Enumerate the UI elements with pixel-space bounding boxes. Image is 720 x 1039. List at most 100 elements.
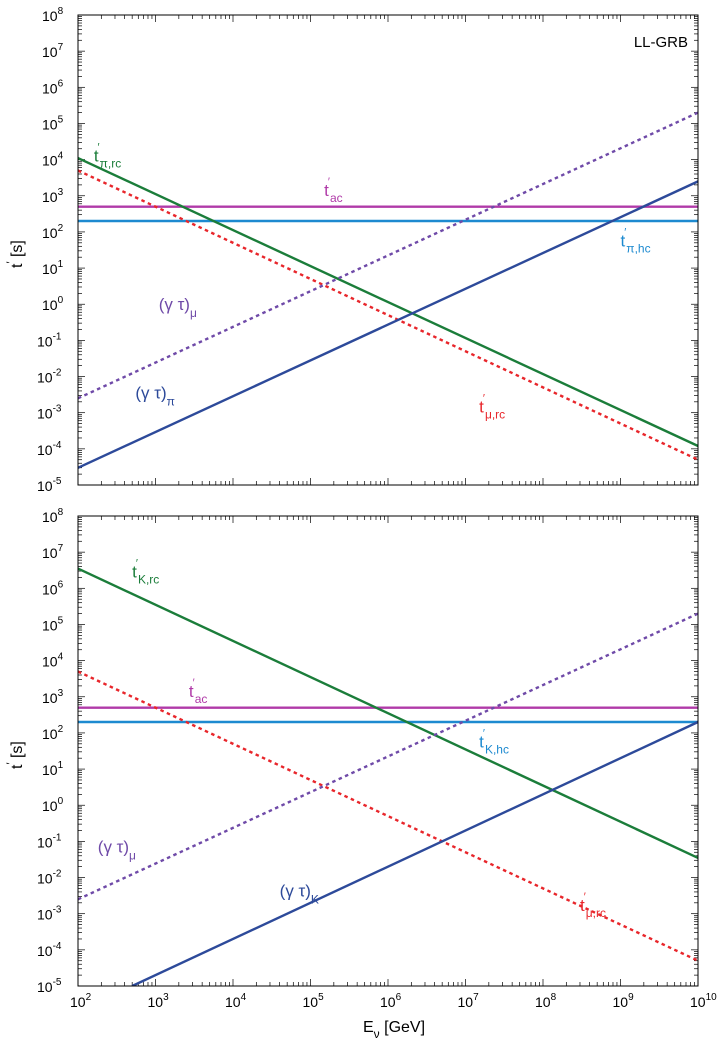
y-axis-label: t′ [s]: [5, 240, 26, 268]
series-label-sub: π,rc: [100, 156, 122, 170]
tick-exponent: 3: [58, 187, 64, 198]
tick-base: 10: [42, 654, 58, 670]
y-tick-label: 10-3: [37, 404, 62, 422]
prime-mark: ′: [98, 141, 100, 153]
series-label-sub: K,rc: [138, 572, 159, 586]
y-axis-label-main: t: [9, 263, 26, 268]
y-tick-label: 10-2: [37, 869, 62, 887]
prime-mark: ′: [136, 557, 138, 569]
y-tick-label: 10-4: [37, 440, 62, 458]
x-tick-label: 105: [303, 992, 325, 1010]
series-label-sub: π: [167, 394, 175, 408]
series-line-gt_pi: [78, 180, 698, 469]
series-line-t_K_rc: [78, 567, 698, 859]
y-tick-label: 10-5: [37, 977, 62, 995]
series-label-gt_K: (γ τ)K: [280, 881, 319, 906]
tick-exponent: 5: [318, 992, 324, 1003]
series-line-gt_K: [131, 720, 698, 986]
tick-exponent: 1: [58, 259, 64, 270]
tick-exponent: 6: [58, 78, 64, 89]
y-tick-label: 105: [42, 114, 64, 132]
series-label-t_mu_rc: t′μ,rc: [479, 393, 505, 422]
x-tick-label: 1010: [690, 992, 717, 1010]
tick-exponent: -5: [53, 476, 62, 487]
x-tick-label: 102: [70, 992, 92, 1010]
tick-base: 10: [37, 370, 53, 386]
tick-exponent: 3: [163, 992, 169, 1003]
tick-exponent: 2: [58, 223, 64, 234]
series-label-main: t: [189, 682, 194, 701]
tick-exponent: 7: [58, 42, 64, 53]
tick-base: 10: [42, 153, 58, 169]
x-tick-label: 103: [148, 992, 170, 1010]
y-axis-label-rest: [s]: [9, 240, 26, 261]
tick-base: 10: [148, 994, 164, 1010]
tick-exponent: 6: [396, 992, 402, 1003]
prime-mark: ′: [193, 677, 195, 689]
tick-base: 10: [42, 116, 58, 132]
tick-exponent: 6: [58, 579, 64, 590]
y-axis-label-rest: [s]: [9, 741, 26, 762]
y-axis-label: t′ [s]: [5, 741, 26, 769]
y-tick-label: 102: [42, 724, 64, 742]
tick-base: 10: [37, 907, 53, 923]
y-tick-label: 108: [42, 6, 64, 24]
series-label-sub: μ: [129, 848, 136, 862]
tick-exponent: -1: [53, 331, 62, 342]
tick-base: 10: [42, 225, 58, 241]
y-tick-label: 106: [42, 579, 64, 597]
tick-exponent: 5: [58, 615, 64, 626]
tick-exponent: -4: [53, 941, 62, 952]
tick-base: 10: [42, 762, 58, 778]
tick-exponent: 4: [241, 992, 247, 1003]
series-label-main: t: [324, 181, 329, 200]
series-line-gt_mu: [78, 612, 698, 901]
y-tick-label: 10-3: [37, 905, 62, 923]
axis-ticks: [77, 15, 698, 486]
tick-base: 10: [535, 994, 551, 1010]
tick-base: 10: [37, 478, 53, 494]
tick-exponent: 7: [58, 543, 64, 554]
y-tick-label: 10-4: [37, 941, 62, 959]
y-tick-label: 101: [42, 259, 64, 277]
series-label-main: t: [94, 146, 99, 165]
series-label-main: (γ τ): [280, 881, 311, 900]
tick-exponent: 8: [58, 507, 64, 518]
tick-base: 10: [380, 994, 396, 1010]
series-line-t_pi_rc: [78, 157, 698, 448]
tick-exponent: 2: [86, 992, 92, 1003]
tick-base: 10: [42, 798, 58, 814]
series-label-main: t: [580, 896, 585, 915]
y-tick-label: 10-5: [37, 476, 62, 494]
tick-base: 10: [70, 994, 86, 1010]
series-label-main: (γ τ): [98, 837, 129, 856]
tick-base: 10: [37, 979, 53, 995]
series-label-main: t: [621, 231, 626, 250]
tick-base: 10: [37, 406, 53, 422]
x-tick-label: 106: [380, 992, 402, 1010]
tick-base: 10: [42, 44, 58, 60]
tick-exponent: -2: [53, 869, 62, 880]
tick-exponent: 7: [473, 992, 479, 1003]
prime-mark: ′: [5, 261, 17, 263]
y-tick-label: 104: [42, 151, 64, 169]
tick-exponent: -5: [53, 977, 62, 988]
tick-exponent: 2: [58, 724, 64, 735]
prime-mark: ′: [328, 176, 330, 188]
tick-base: 10: [42, 8, 58, 24]
tick-base: 10: [42, 509, 58, 525]
series-label-gt_pi: (γ τ)π: [135, 383, 175, 408]
tick-base: 10: [37, 333, 53, 349]
series-label-sub: μ: [190, 306, 197, 320]
plot-frame: [77, 515, 699, 987]
y-tick-label: 107: [42, 543, 64, 561]
series-label-sub: K,hc: [485, 742, 509, 756]
series-label-main: t: [479, 732, 484, 751]
series-line-gt_mu: [78, 111, 698, 400]
series-label-sub: K: [311, 892, 319, 906]
y-axis-label-main: t: [9, 764, 26, 769]
panel-tag: LL-GRB: [634, 34, 688, 51]
tick-base: 10: [42, 617, 58, 633]
y-tick-label: 100: [42, 796, 64, 814]
